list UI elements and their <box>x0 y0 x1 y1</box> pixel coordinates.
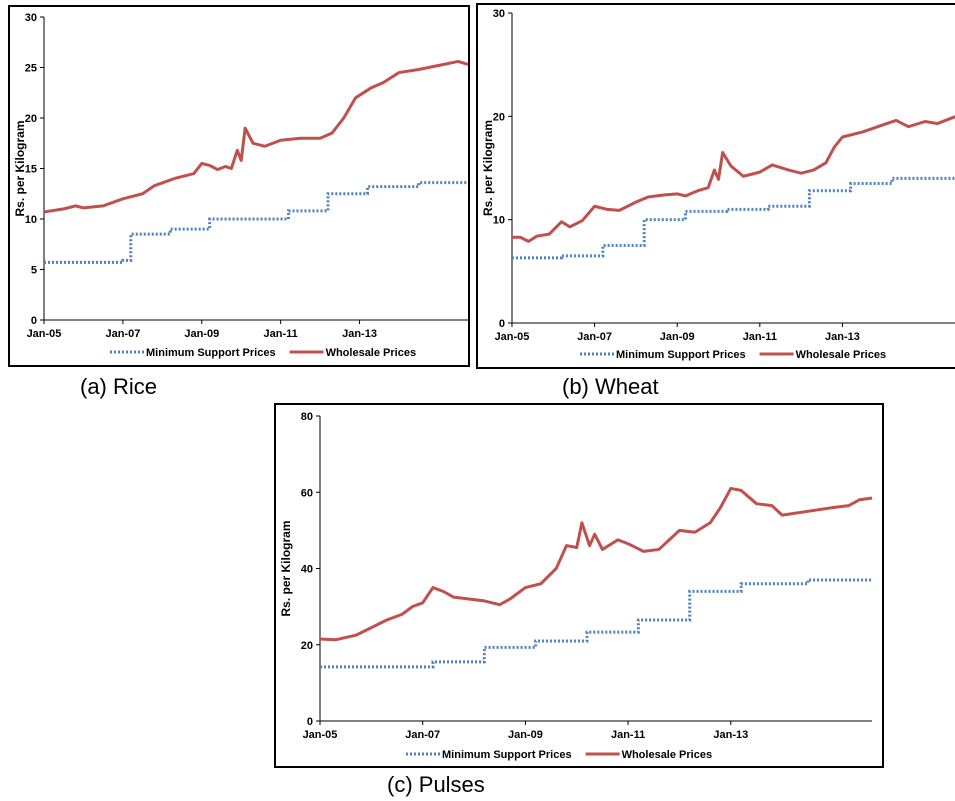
legend-entry: Minimum Support Prices <box>110 347 276 359</box>
caption-wheat: (b) Wheat <box>562 374 659 399</box>
y-tick-label: 60 <box>301 487 313 499</box>
x-tick-label: Jan-05 <box>495 331 530 343</box>
x-tick-label: Jan-05 <box>303 729 338 741</box>
y-tick-label: 10 <box>25 214 37 226</box>
msp-series-line <box>44 181 468 264</box>
legend-entry: Wholesale Prices <box>289 347 417 359</box>
y-tick-label: 15 <box>25 164 37 176</box>
x-tick-label: Jan-11 <box>743 331 777 343</box>
y-tick-label: 30 <box>493 8 505 20</box>
x-tick-label: Jan-13 <box>713 729 748 741</box>
x-tick-label: Jan-07 <box>105 328 140 340</box>
y-tick-label: 20 <box>493 111 505 123</box>
x-tick-label: Jan-13 <box>342 328 377 340</box>
pulses-chart: 0 20 40 60 80 Jan-05 Jan-07 Jan-09 Jan-11 Jan-13 R… <box>279 411 873 761</box>
legend-label: Wholesale Prices <box>796 349 887 361</box>
x-tick-label: Jan-09 <box>508 729 543 741</box>
y-axis-label: Rs. per Kilogram <box>481 120 495 216</box>
y-tick-label: 0 <box>31 315 37 327</box>
x-tick-label: Jan-05 <box>27 328 62 340</box>
legend-entry: Minimum Support Prices <box>406 749 572 761</box>
pulses-chart-panel: 0 20 40 60 80 Jan-05 Jan-07 Jan-09 Jan-11 Jan-13 R… <box>274 403 884 768</box>
caption-pulses: (c) Pulses <box>387 772 485 797</box>
x-tick-label: Jan-07 <box>577 331 612 343</box>
x-tick-label: Jan-11 <box>611 729 645 741</box>
x-tick-label: Jan-07 <box>405 729 440 741</box>
y-tick-label: 30 <box>25 12 37 24</box>
legend-label: Minimum Support Prices <box>442 749 572 761</box>
legend-entry: Wholesale Prices <box>585 749 713 761</box>
y-tick-label: 80 <box>301 411 313 423</box>
x-tick-label: Jan-09 <box>660 331 695 343</box>
wheat-chart: 0 10 20 30 Jan-05 Jan-07 Jan-09 Jan-11 Jan-13 Rs.… <box>481 8 955 361</box>
legend-label: Minimum Support Prices <box>146 347 276 359</box>
legend-entry: Minimum Support Prices <box>580 349 746 361</box>
x-tick-label: Jan-13 <box>825 331 860 343</box>
y-tick-label: 20 <box>301 640 313 652</box>
x-tick-label: Jan-11 <box>264 328 298 340</box>
y-tick-label: 25 <box>25 63 37 75</box>
wheat-chart-panel: 0 10 20 30 Jan-05 Jan-07 Jan-09 Jan-11 Jan-13 Rs.… <box>476 3 955 369</box>
y-tick-label: 40 <box>301 564 313 576</box>
y-tick-label: 5 <box>31 265 37 277</box>
wholesale-series-line <box>319 486 873 642</box>
msp-series-line <box>320 578 872 669</box>
legend-entry: Wholesale Prices <box>759 349 887 361</box>
caption-rice: (a) Rice <box>80 374 158 399</box>
y-tick-label: 20 <box>25 113 37 125</box>
legend-label: Wholesale Prices <box>622 749 713 761</box>
legend-label: Wholesale Prices <box>326 347 417 359</box>
y-axis-label: Rs. per Kilogram <box>13 120 27 216</box>
y-axis-label: Rs. per Kilogram <box>279 520 293 616</box>
legend-label: Minimum Support Prices <box>616 349 746 361</box>
msp-series-line <box>512 176 955 260</box>
wholesale-series-line <box>512 115 955 243</box>
y-tick-label: 0 <box>307 716 313 728</box>
wholesale-series-line <box>43 59 468 214</box>
rice-chart-panel: 0 5 10 15 20 25 30 Jan-05 Jan-07 Jan-09 Jan-11 Jan-… <box>8 5 470 367</box>
y-tick-label: 10 <box>493 215 505 227</box>
x-tick-label: Jan-09 <box>184 328 219 340</box>
y-tick-label: 0 <box>499 318 505 330</box>
rice-chart: 0 5 10 15 20 25 30 Jan-05 Jan-07 Jan-09 Jan-11 Jan-… <box>13 12 468 359</box>
